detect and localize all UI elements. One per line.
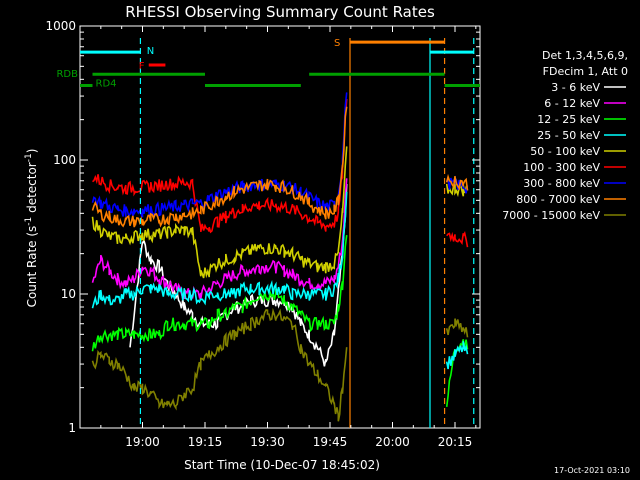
series-line: [91, 178, 348, 300]
legend-header-line-1: Det 1,3,4,5,6,9,: [542, 49, 628, 62]
legend-label: 800 - 7000 keV: [516, 193, 600, 206]
legend-label: 7000 - 15000 keV: [502, 209, 600, 222]
x-tick-label: 19:45: [313, 435, 348, 449]
x-tick-label: 19:30: [250, 435, 285, 449]
legend-label: 12 - 25 keV: [537, 113, 600, 126]
legend-header-line-2: FDecim 1, Att 0: [543, 65, 628, 78]
chart-title: RHESSI Observing Summary Count Rates: [125, 3, 435, 21]
y-label-end: ): [25, 149, 39, 154]
y-tick-label: 10: [61, 287, 76, 301]
y-tick-label: 1000: [45, 19, 76, 33]
y-label-main: Count Rate (s: [25, 226, 39, 308]
legend-label: 300 - 800 keV: [523, 177, 600, 190]
bar-layer: N S F RDB RD4: [56, 38, 480, 89]
legend-label: 25 - 50 keV: [537, 129, 600, 142]
x-tick-label: 19:15: [188, 435, 223, 449]
y-label-exp1: -1: [24, 217, 34, 226]
footer-date: 17-Oct-2021 03:10: [554, 466, 630, 475]
y-label-exp2: -1: [24, 153, 34, 162]
status-bar-label: RDB: [56, 69, 78, 80]
x-tick-label: 19:00: [125, 435, 160, 449]
legend-label: 50 - 100 keV: [530, 145, 600, 158]
series-line: [91, 92, 469, 219]
x-tick-label: 20:00: [375, 435, 410, 449]
vline-layer: [139, 38, 475, 428]
legend-label: 6 - 12 keV: [544, 97, 600, 110]
plot-frame: [79, 25, 481, 429]
y-axis-label: Count Rate (s-1 detector-1): [24, 149, 39, 308]
series-line: [91, 307, 469, 422]
series-line: [91, 191, 469, 370]
legend-label: 3 - 6 keV: [551, 81, 600, 94]
x-axis-label: Start Time (10-Dec-07 18:45:02): [184, 458, 380, 472]
legend-label: 100 - 300 keV: [523, 161, 600, 174]
series-layer: [91, 92, 469, 422]
legend: Det 1,3,4,5,6,9, FDecim 1, Att 0 3 - 6 k…: [502, 49, 628, 222]
status-bar-label: N: [147, 46, 154, 57]
status-bar-label: S: [334, 38, 340, 49]
series-line: [91, 106, 469, 228]
tick-layer: 19:00 19:15 19:30 19:45 20:00 20:15 1 10 100 1000: [45, 19, 480, 449]
y-tick-label: 1: [68, 421, 76, 435]
y-label-mid: detector: [25, 162, 39, 217]
plot-area: [79, 25, 481, 429]
series-line: [129, 183, 348, 367]
status-bar-label: F: [139, 61, 145, 72]
series-line: [92, 98, 469, 248]
x-tick-label: 20:15: [438, 435, 473, 449]
y-tick-label: 100: [53, 153, 76, 167]
status-bar-label: RD4: [96, 78, 117, 89]
